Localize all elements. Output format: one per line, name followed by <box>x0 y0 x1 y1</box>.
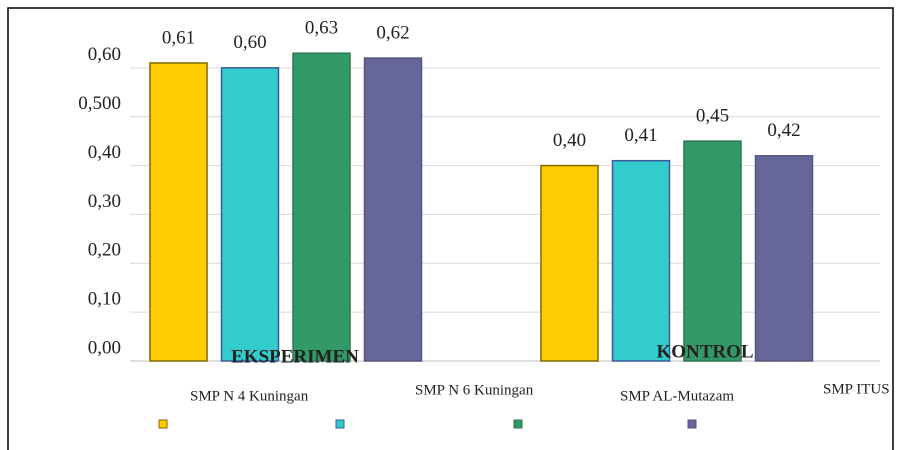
value-label: 0,61 <box>162 27 195 48</box>
legend-label: SMP ITUS <box>823 381 890 397</box>
legend-swatch <box>158 419 168 429</box>
legend-swatch <box>513 419 523 429</box>
legend-label: SMP AL-Mutazam <box>620 388 734 404</box>
chart-border <box>7 7 894 450</box>
value-label: 0,45 <box>696 106 729 127</box>
value-label: 0,42 <box>767 120 800 141</box>
y-tick-label: 0,60 <box>88 44 121 65</box>
bar <box>292 52 351 362</box>
value-label: 0,40 <box>553 130 586 151</box>
bar <box>683 140 742 362</box>
bar <box>754 155 814 362</box>
bar <box>611 159 671 362</box>
legend-label: SMP N 6 Kuningan <box>415 382 534 398</box>
bar <box>220 67 280 362</box>
legend-swatch <box>335 419 345 429</box>
legend-label: SMP N 4 Kuningan <box>190 388 309 404</box>
legend-swatch <box>687 419 697 429</box>
y-tick-label: 0,40 <box>88 142 121 163</box>
y-tick-label: 0,00 <box>88 337 121 358</box>
value-label: 0,63 <box>305 18 338 39</box>
category-label: KONTROL <box>656 341 753 362</box>
bar <box>149 62 208 362</box>
value-label: 0,62 <box>376 22 409 43</box>
bar <box>363 57 423 362</box>
y-tick-label: 0,20 <box>88 240 121 261</box>
y-tick-label: 0,500 <box>78 93 121 114</box>
y-tick-label: 0,30 <box>88 191 121 212</box>
bar <box>540 164 599 362</box>
value-label: 0,60 <box>233 32 266 53</box>
y-tick-label: 0,10 <box>88 289 121 310</box>
category-label: EKSPERIMEN <box>231 346 359 367</box>
value-label: 0,41 <box>624 125 657 146</box>
